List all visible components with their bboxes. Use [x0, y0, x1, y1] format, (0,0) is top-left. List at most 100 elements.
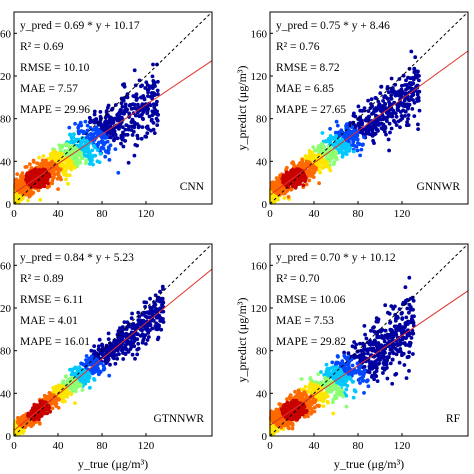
scatter-point — [390, 381, 395, 386]
y-tick-label: 0 — [6, 431, 12, 443]
scatter-point — [146, 94, 150, 98]
scatter-point — [307, 385, 312, 390]
scatter-point — [151, 80, 156, 84]
scatter-point — [363, 118, 368, 122]
scatter-point — [354, 342, 359, 347]
scatter-point — [382, 362, 387, 367]
scatter-point — [123, 133, 128, 137]
scatter-point — [64, 143, 69, 148]
scatter-point — [396, 119, 401, 124]
scatter-point — [97, 337, 102, 342]
scatter-point — [50, 178, 55, 183]
scatter-point — [367, 366, 372, 371]
scatter-point — [387, 351, 392, 356]
scatter-point — [105, 105, 110, 110]
scatter-point — [152, 131, 157, 135]
scatter-point — [101, 143, 106, 147]
scatter-point — [80, 388, 85, 392]
scatter-point — [378, 91, 383, 96]
scatter-point — [85, 146, 90, 151]
scatter-point — [148, 296, 153, 301]
scatter-point — [122, 108, 127, 113]
scatter-point — [351, 149, 356, 154]
scatter-point — [76, 125, 81, 130]
y-tick-label: 160 — [251, 28, 268, 40]
scatter-point — [131, 94, 136, 98]
scatter-point — [380, 366, 385, 371]
fit-line — [13, 60, 213, 194]
scatter-point — [411, 298, 416, 303]
scatter-point — [344, 404, 349, 409]
scatter-point — [369, 328, 373, 333]
scatter-point — [147, 114, 152, 119]
scatter-point — [26, 198, 30, 203]
scatter-point — [366, 109, 371, 113]
scatter-point — [394, 123, 399, 127]
scatter-point — [98, 110, 103, 114]
scatter-point — [90, 128, 95, 132]
scatter-point — [400, 83, 404, 88]
x-tick-label: 40 — [53, 440, 65, 452]
scatter-point — [113, 361, 118, 366]
scatter-point — [359, 147, 364, 152]
scatter-point — [404, 376, 409, 380]
scatter-point — [373, 96, 378, 100]
scatter-point — [31, 190, 36, 195]
scatter-point — [389, 93, 394, 98]
scatter-point — [375, 335, 380, 340]
scatter-point — [356, 141, 360, 145]
scatter-point — [24, 165, 29, 169]
scatter-point — [406, 75, 410, 80]
scatter-point — [406, 106, 410, 111]
scatter-point — [389, 97, 394, 101]
scatter-point — [364, 336, 369, 341]
scatter-point — [156, 79, 160, 84]
scatter-point — [393, 93, 398, 98]
scatter-point — [385, 119, 389, 123]
scatter-point — [103, 115, 108, 120]
scatter-point — [136, 125, 141, 130]
scatter-point — [395, 107, 400, 112]
scatter-point — [407, 98, 411, 102]
scatter-point — [136, 136, 140, 141]
scatter-point — [373, 373, 378, 378]
scatter-point — [335, 123, 340, 128]
fit-equation: y_pred = 0.84 * y + 5.23 — [20, 252, 134, 264]
scatter-point — [86, 133, 90, 138]
scatter-point — [401, 73, 406, 78]
density-points — [13, 284, 166, 437]
y-axis-label: y_predict (μg/m³) — [235, 65, 249, 150]
scatter-point — [136, 310, 141, 315]
y-tick-label: 40 — [256, 156, 268, 168]
scatter-point — [107, 373, 112, 378]
scatter-point — [129, 316, 134, 321]
scatter-point — [405, 120, 409, 124]
scatter-point — [129, 107, 134, 111]
scatter-point — [139, 84, 143, 89]
scatter-point — [416, 127, 420, 131]
scatter-point — [382, 95, 386, 100]
scatter-point — [98, 152, 103, 156]
scatter-point — [410, 107, 415, 111]
scatter-point — [409, 49, 414, 54]
scatter-point — [344, 387, 349, 392]
scatter-point — [146, 90, 151, 95]
x-tick-label: 0 — [267, 208, 273, 220]
scatter-point — [311, 145, 316, 150]
scatter-point — [88, 120, 92, 125]
rmse: RMSE = 6.11 — [20, 294, 84, 306]
scatter-point — [406, 117, 410, 121]
scatter-point — [129, 124, 134, 129]
y-tick-label: 120 — [0, 303, 12, 315]
scatter-point — [36, 188, 41, 193]
scatter-point — [393, 346, 398, 351]
scatter-point — [351, 395, 356, 400]
scatter-point — [107, 158, 112, 162]
scatter-point — [331, 162, 336, 167]
scatter-point — [397, 360, 402, 365]
scatter-point — [55, 171, 60, 176]
scatter-point — [352, 388, 357, 392]
scatter-point — [409, 82, 413, 87]
